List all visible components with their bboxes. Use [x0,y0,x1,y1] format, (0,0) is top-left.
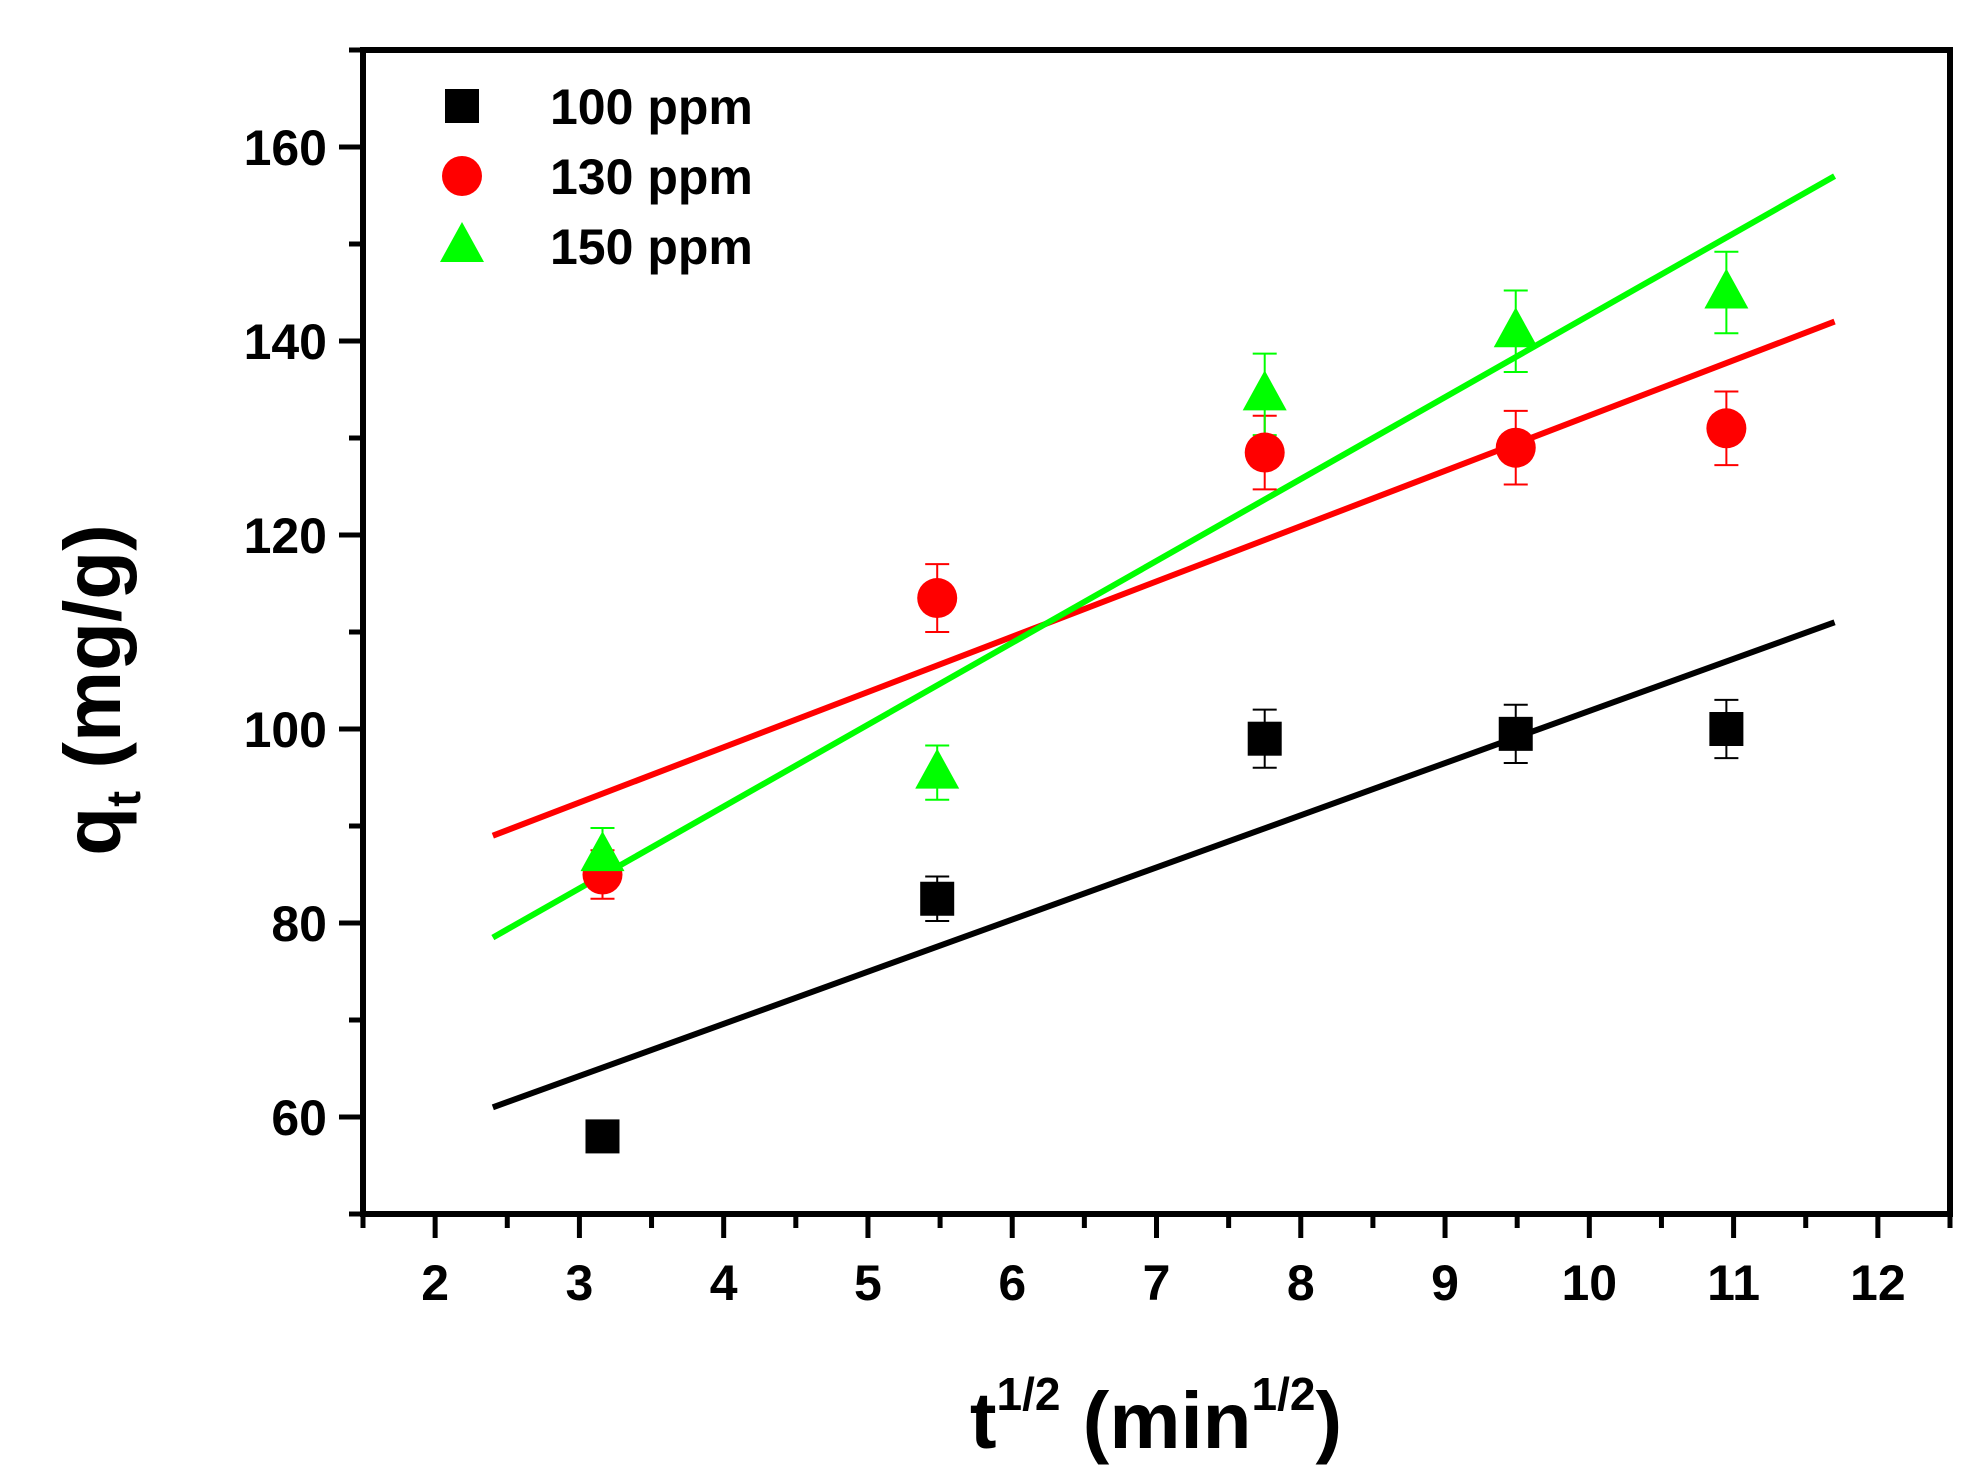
fit-line-series-2 [491,173,1837,941]
x-axis-title-sup: 1/2 [997,1368,1061,1420]
data-markers [580,268,1749,1154]
x-tick-label: 3 [566,1255,594,1311]
legend: 100 ppm 130 ppm 150 ppm [440,79,753,275]
y-tick-label: 120 [244,508,327,564]
x-tick-label: 9 [1431,1255,1459,1311]
data-point-series-1 [1495,427,1536,468]
data-point-series-2 [1704,268,1749,309]
y-tick-label: 100 [244,702,327,758]
y-axis-title-sub: t [98,791,151,807]
x-axis-title-close: ) [1316,1376,1343,1465]
x-tick-label: 2 [421,1255,449,1311]
data-point-series-2 [1242,370,1287,411]
data-point-series-0 [1498,716,1533,751]
y-axis-ticks: 60 80 100 120 140 160 [244,47,363,1217]
data-point-series-0 [1709,712,1744,746]
y-axis-title: qt (mg/g) [48,524,151,855]
y-axis-title-base: q [48,807,137,856]
legend-marker-series-0 [445,89,479,123]
data-point-series-1 [917,578,958,619]
y-tick-label: 140 [244,314,327,370]
y-axis-title-unit: (mg/g) [48,524,137,791]
data-point-series-2 [915,748,960,789]
x-tick-label: 4 [710,1255,738,1311]
fit-line-series-0 [491,619,1836,1111]
x-tick-label: 6 [998,1255,1026,1311]
x-tick-label: 5 [854,1255,882,1311]
legend-label-series-1: 130 ppm [550,149,753,205]
x-axis-title-unit-sup: 1/2 [1252,1368,1316,1420]
x-tick-label: 12 [1850,1255,1906,1311]
data-point-series-2 [580,831,625,872]
x-tick-label: 8 [1287,1255,1315,1311]
x-tick-label: 11 [1707,1255,1760,1311]
x-axis-ticks: 2 3 4 5 6 7 8 9 10 11 12 [360,1214,1953,1311]
legend-marker-series-1 [442,156,482,196]
error-bars [590,250,1739,923]
y-tick-label: 80 [271,896,327,952]
data-point-series-0 [585,1119,620,1154]
x-tick-label: 10 [1562,1255,1618,1311]
y-tick-label: 60 [271,1090,327,1146]
data-point-series-2 [1493,307,1538,348]
fit-line-series-1 [491,318,1836,839]
legend-label-series-2: 150 ppm [550,219,753,275]
data-point-series-0 [920,881,955,916]
x-axis-title: t1/2 (min1/2) [970,1368,1342,1465]
data-point-series-1 [1244,432,1285,473]
data-point-series-1 [1706,408,1747,449]
data-point-series-0 [1247,721,1282,756]
x-tick-label: 7 [1143,1255,1171,1311]
y-tick-label: 160 [244,120,327,176]
legend-label-series-0: 100 ppm [550,79,753,135]
x-axis-title-unit: (min [1060,1376,1251,1465]
fit-lines [491,173,1837,1111]
legend-marker-series-2 [440,222,484,262]
x-axis-title-base: t [970,1376,997,1465]
